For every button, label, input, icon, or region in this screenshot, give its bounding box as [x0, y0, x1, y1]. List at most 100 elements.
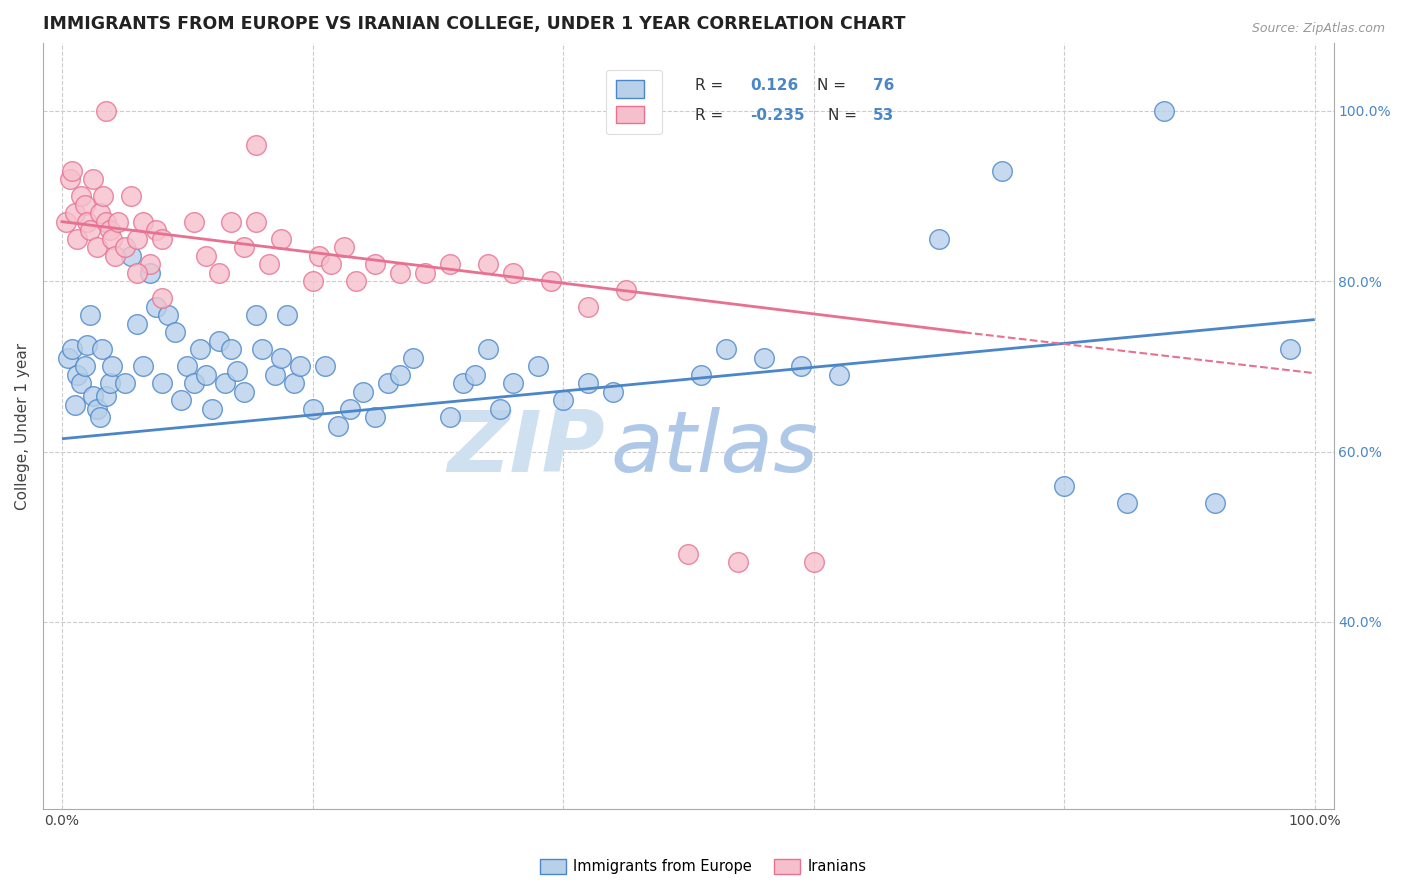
Point [170, 393, 193, 408]
Point [364, 410, 387, 425]
Point [120, 249, 142, 263]
Point [477, 257, 499, 271]
Point [76, 338, 98, 352]
Point [101, 359, 124, 374]
Point [477, 343, 499, 357]
Point [104, 249, 127, 263]
Text: ZIP: ZIP [447, 408, 605, 491]
Point [195, 249, 218, 263]
Point [150, 291, 173, 305]
Point [89, 410, 111, 425]
Point [689, 368, 711, 382]
Point [257, 257, 280, 271]
Point [98, 376, 121, 391]
Point [145, 223, 167, 237]
Point [207, 266, 229, 280]
Point [790, 359, 813, 374]
Point [352, 384, 374, 399]
Point [107, 215, 129, 229]
Point [377, 376, 399, 391]
Point [502, 376, 524, 391]
Point [73, 197, 96, 211]
Point [176, 359, 198, 374]
Point [828, 368, 851, 382]
Point [219, 343, 242, 357]
Point [308, 249, 330, 263]
Point [214, 376, 236, 391]
Point [127, 317, 149, 331]
Point [163, 326, 186, 340]
Point [451, 376, 474, 391]
Point [226, 364, 249, 378]
Point [602, 384, 624, 399]
Point [389, 266, 412, 280]
Point [752, 351, 775, 365]
Point [157, 308, 180, 322]
Point [132, 359, 155, 374]
Point [714, 343, 737, 357]
Point [94, 389, 117, 403]
Point [86, 240, 108, 254]
Point [82, 172, 104, 186]
Point [413, 266, 436, 280]
Point [439, 410, 461, 425]
Point [1115, 495, 1137, 509]
Point [339, 401, 361, 416]
Point [245, 215, 267, 229]
Point [101, 232, 124, 246]
Point [63, 206, 86, 220]
Point [301, 401, 323, 416]
Point [283, 376, 305, 391]
Point [63, 398, 86, 412]
Point [86, 401, 108, 416]
Point [69, 189, 91, 203]
Point [314, 359, 336, 374]
Point [333, 240, 356, 254]
Point [201, 401, 224, 416]
Point [188, 343, 211, 357]
Point [245, 308, 267, 322]
Point [150, 376, 173, 391]
Point [489, 401, 512, 416]
Point [614, 283, 637, 297]
Point [389, 368, 412, 382]
Point [82, 389, 104, 403]
Point [288, 359, 311, 374]
Point [727, 555, 749, 569]
Point [138, 266, 160, 280]
Point [114, 376, 136, 391]
Point [576, 376, 599, 391]
Point [60, 163, 83, 178]
Point [89, 206, 111, 220]
Point [1278, 343, 1301, 357]
Text: 0.126: 0.126 [751, 78, 799, 93]
Point [69, 376, 91, 391]
Point [678, 547, 700, 561]
Point [1204, 495, 1226, 509]
Point [439, 257, 461, 271]
Legend: Immigrants from Europe, Iranians: Immigrants from Europe, Iranians [534, 853, 872, 880]
Point [928, 232, 950, 246]
Point [127, 266, 149, 280]
Point [55, 215, 77, 229]
Text: N =: N = [817, 78, 846, 93]
Text: R =: R = [695, 108, 723, 123]
Point [150, 232, 173, 246]
Point [66, 232, 89, 246]
Point [1153, 103, 1175, 118]
Point [321, 257, 343, 271]
Point [58, 172, 80, 186]
Point [232, 384, 254, 399]
Point [402, 351, 425, 365]
Text: R =: R = [695, 78, 723, 93]
Point [66, 368, 89, 382]
Point [60, 343, 83, 357]
Point [576, 300, 599, 314]
Point [364, 257, 387, 271]
Point [98, 223, 121, 237]
Point [127, 232, 149, 246]
Point [132, 215, 155, 229]
Text: atlas: atlas [612, 408, 818, 491]
Point [551, 393, 574, 408]
Point [195, 368, 218, 382]
